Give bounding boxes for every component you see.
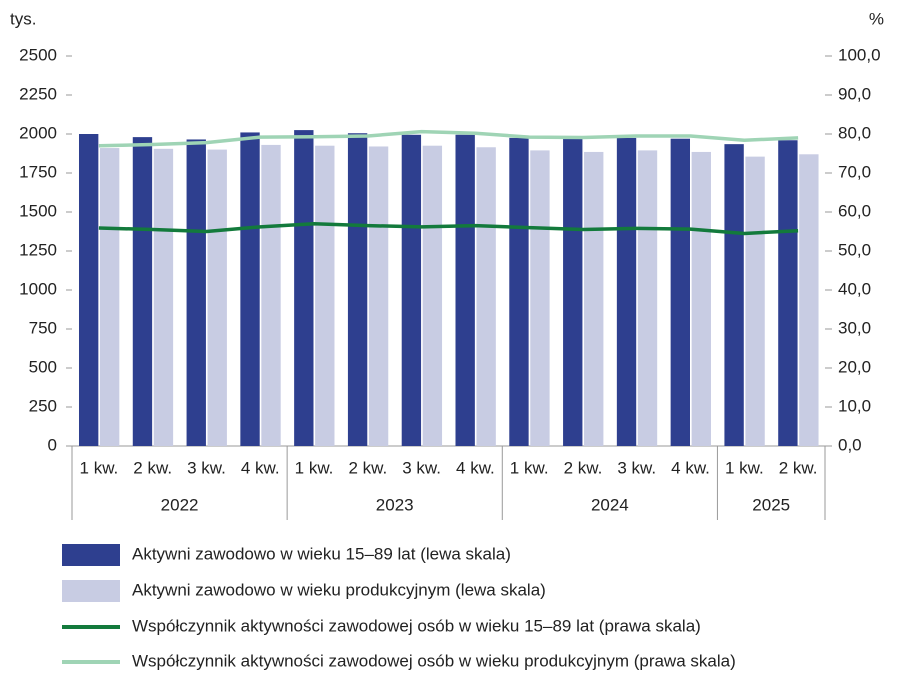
x-tick-label: 1 kw. [295, 458, 334, 477]
y2-tick-label: 30,0 [838, 318, 871, 337]
bar [153, 148, 174, 446]
bar [799, 154, 819, 446]
bar [563, 138, 583, 446]
x-tick-label: 3 kw. [617, 458, 656, 477]
bar [616, 137, 637, 446]
y-tick-label: 500 [29, 357, 57, 376]
bar [261, 144, 281, 447]
line [98, 129, 799, 148]
bar [186, 139, 206, 446]
x-tick-label: 4 kw. [241, 458, 280, 477]
bar [347, 133, 368, 446]
bar [240, 132, 260, 446]
y-tick-label: 0 [48, 435, 57, 454]
y2-tick-label: 0,0 [838, 435, 862, 454]
y2-tick-label: 10,0 [838, 396, 871, 415]
y2-tick-label: 40,0 [838, 279, 871, 298]
y2-tick-label: 80,0 [838, 123, 871, 142]
y-unit-label: tys. [10, 9, 36, 28]
bar [455, 134, 475, 446]
bar [422, 145, 443, 446]
y2-tick-label: 90,0 [838, 84, 871, 103]
bar [670, 138, 690, 446]
x-tick-label: 1 kw. [725, 458, 764, 477]
y-tick-label: 1250 [19, 240, 57, 259]
y-tick-label: 2000 [19, 123, 57, 142]
y2-tick-label: 20,0 [838, 357, 871, 376]
x-tick-label: 4 kw. [671, 458, 710, 477]
legend-label: Współczynnik aktywności zawodowej osób w… [132, 616, 701, 635]
group-label: 2025 [752, 495, 790, 514]
bar [99, 148, 120, 447]
y2-tick-label: 100,0 [838, 45, 881, 64]
bar [78, 134, 99, 446]
y2-unit-label: % [869, 9, 884, 28]
x-tick-label: 2 kw. [564, 458, 603, 477]
bar [745, 156, 765, 446]
group-label: 2022 [161, 495, 199, 514]
legend-label: Aktywni zawodowo w wieku 15–89 lat (lewa… [132, 544, 511, 563]
bar [778, 140, 798, 447]
y2-tick-label: 70,0 [838, 162, 871, 181]
group-label: 2023 [376, 495, 414, 514]
y2-tick-label: 60,0 [838, 201, 871, 220]
bar [476, 147, 496, 446]
bar [368, 146, 389, 447]
x-tick-label: 3 kw. [187, 458, 226, 477]
bar [207, 149, 227, 446]
bar [509, 137, 529, 446]
group-label: 2024 [591, 495, 629, 514]
x-tick-label: 1 kw. [510, 458, 549, 477]
bar [294, 130, 314, 446]
y2-tick-label: 50,0 [838, 240, 871, 259]
x-tick-label: 2 kw. [348, 458, 387, 477]
legend-swatch [62, 580, 120, 602]
line [98, 221, 799, 236]
bar [691, 151, 711, 446]
bar [637, 150, 658, 446]
x-tick-label: 1 kw. [80, 458, 119, 477]
legend-label: Aktywni zawodowo w wieku produkcyjnym (l… [132, 580, 546, 599]
y-tick-label: 1000 [19, 279, 57, 298]
bar [132, 137, 153, 446]
y-tick-label: 2500 [19, 45, 57, 64]
y-tick-label: 1500 [19, 201, 57, 220]
x-tick-label: 2 kw. [779, 458, 818, 477]
bar [584, 151, 604, 446]
y-tick-label: 1750 [19, 162, 57, 181]
bar [315, 145, 335, 446]
x-tick-label: 4 kw. [456, 458, 495, 477]
x-tick-label: 3 kw. [402, 458, 441, 477]
y-tick-label: 2250 [19, 84, 57, 103]
y-tick-label: 250 [29, 396, 57, 415]
x-tick-label: 2 kw. [133, 458, 172, 477]
y-tick-label: 750 [29, 318, 57, 337]
bar [724, 144, 744, 446]
bar [530, 150, 550, 446]
bar [401, 134, 422, 446]
legend-label: Współczynnik aktywności zawodowej osób w… [132, 651, 736, 670]
legend-swatch [62, 544, 120, 566]
